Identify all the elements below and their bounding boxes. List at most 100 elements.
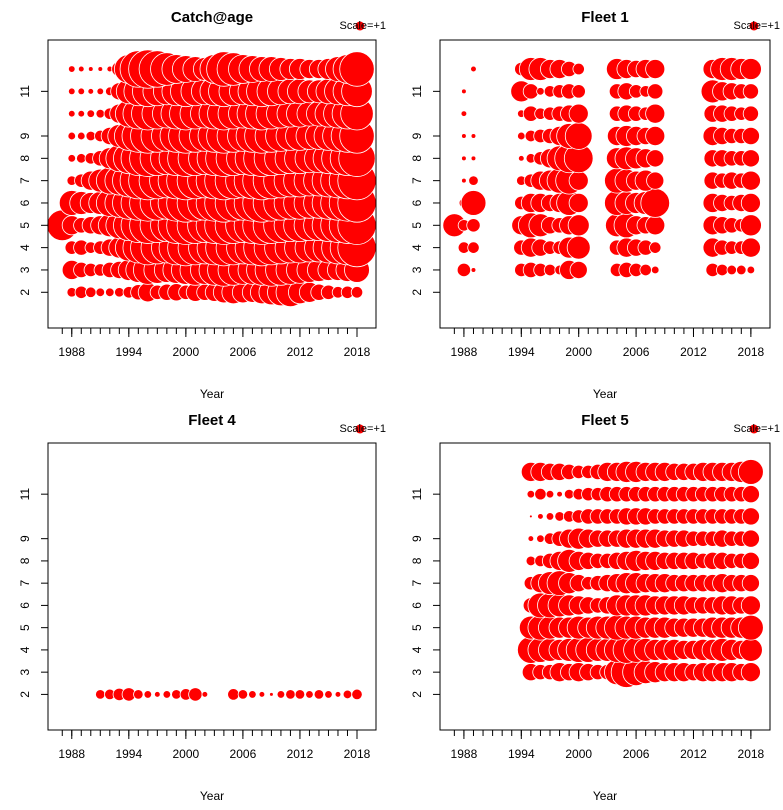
bubble [556, 490, 563, 498]
x-tick-label: 2000 [173, 747, 200, 761]
legend-label: Scale=+1 [734, 423, 780, 435]
y-tick-label: 7 [18, 580, 32, 587]
bubble [85, 286, 97, 298]
bubble [67, 131, 77, 141]
x-tick-label: 1988 [451, 747, 478, 761]
bubble [294, 689, 306, 700]
bubble [536, 534, 545, 543]
bubble [566, 235, 591, 260]
x-tick-label: 1988 [58, 747, 85, 761]
x-tick-label: 2012 [680, 747, 707, 761]
bubble [285, 689, 296, 700]
x-axis-title: Year [593, 789, 617, 803]
bubble [741, 485, 760, 504]
bubble [95, 689, 106, 700]
bubble [77, 131, 86, 141]
bubble [741, 529, 760, 548]
x-tick-label: 2018 [738, 747, 765, 761]
bubble [461, 133, 467, 139]
y-tick-label: 11 [410, 85, 424, 98]
bubble [97, 66, 104, 72]
bubble [470, 65, 477, 73]
y-tick-label: 4 [410, 244, 424, 251]
legend-marker [355, 21, 365, 31]
x-tick-label: 2018 [344, 747, 371, 761]
y-tick-label: 6 [410, 602, 424, 609]
y-tick-label: 3 [18, 668, 32, 675]
bubble [227, 688, 240, 701]
bubble [640, 188, 671, 218]
bubble [529, 514, 533, 519]
y-tick-label: 9 [18, 535, 32, 542]
x-tick-label: 2012 [287, 345, 314, 359]
x-tick-label: 1988 [58, 345, 85, 359]
bubble [258, 691, 266, 698]
legend-label: Scale=+1 [734, 20, 780, 32]
bubble [534, 488, 547, 501]
chart-title: Fleet 1 [581, 9, 629, 26]
plot-frame [47, 442, 377, 731]
bubble [68, 65, 76, 73]
bubble [563, 488, 575, 500]
bubble [568, 103, 589, 124]
bubble [248, 690, 257, 699]
bubble [545, 489, 555, 499]
plot-frame [47, 39, 377, 329]
y-tick-label: 2 [410, 289, 424, 296]
y-tick-label: 3 [410, 266, 424, 273]
bubble [741, 507, 760, 526]
x-axis-title: Year [200, 789, 224, 803]
legend-label: Scale=+1 [340, 423, 386, 435]
bubble [351, 688, 363, 701]
y-tick-label: 11 [18, 488, 32, 501]
y-tick-label: 5 [18, 222, 32, 229]
y-tick-label: 9 [410, 535, 424, 542]
x-tick-label: 1988 [451, 345, 478, 359]
bubble [334, 691, 342, 698]
bubble [305, 690, 314, 699]
bubble [461, 177, 467, 184]
bubble [350, 286, 364, 299]
bubble [639, 263, 652, 277]
bubble [517, 131, 526, 141]
bubble [572, 62, 585, 76]
y-tick-label: 7 [18, 177, 32, 184]
y-tick-label: 5 [410, 222, 424, 229]
y-tick-label: 9 [18, 132, 32, 139]
x-tick-label: 2006 [230, 345, 257, 359]
bubble [741, 149, 760, 168]
bubble [527, 535, 535, 542]
bubble [741, 574, 760, 593]
bubble [726, 264, 737, 276]
y-tick-label: 2 [410, 691, 424, 698]
y-tick-label: 4 [410, 646, 424, 653]
bubble [739, 214, 762, 237]
x-axis-title: Year [200, 387, 224, 401]
bubble [342, 689, 353, 700]
bubble [87, 66, 94, 72]
bubble [339, 51, 375, 87]
panel: Fleet 1 Year Scale=+1 1988 1994 2000 2006 2012 2… [410, 9, 780, 401]
y-tick-label: 5 [18, 624, 32, 631]
bubble [740, 192, 761, 213]
bubble [68, 87, 76, 96]
bubble [313, 689, 325, 700]
bubble [649, 241, 662, 254]
bubble [467, 241, 480, 254]
bubble [86, 109, 96, 118]
bubble [460, 110, 468, 117]
bubble [154, 691, 161, 698]
bubble [96, 87, 105, 96]
bubble [105, 287, 115, 297]
bubble [525, 555, 537, 567]
y-tick-label: 3 [18, 266, 32, 273]
bubble [647, 83, 664, 100]
y-tick-label: 4 [18, 244, 32, 251]
x-tick-label: 1994 [115, 345, 142, 359]
bubble [645, 59, 666, 80]
y-tick-label: 9 [410, 132, 424, 139]
bubble [645, 103, 666, 124]
bubble [470, 267, 477, 273]
bubble [742, 83, 759, 100]
